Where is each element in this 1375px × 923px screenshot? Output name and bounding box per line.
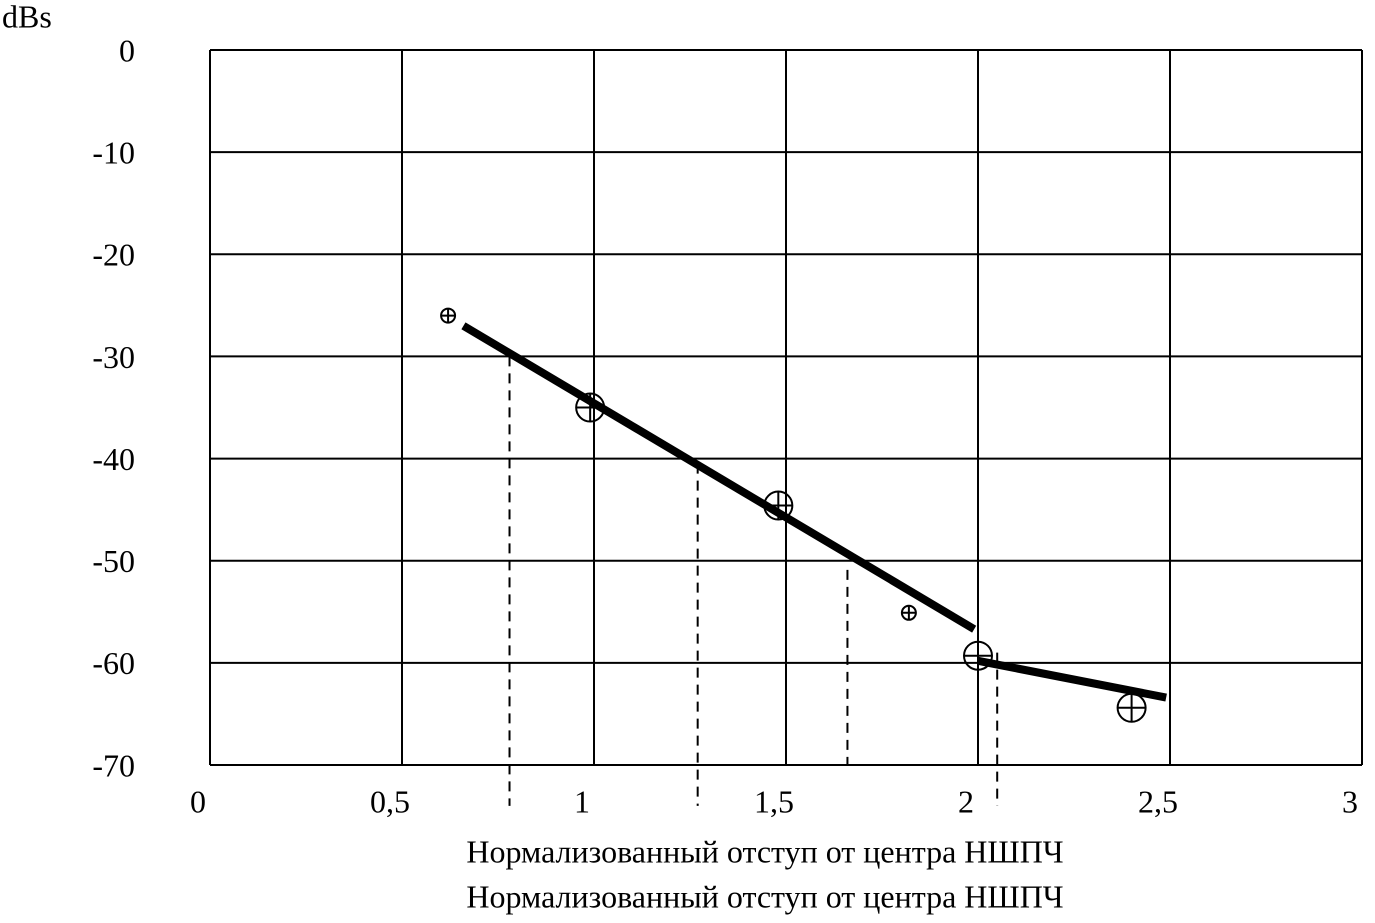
x-tick-label: 2 bbox=[958, 783, 974, 819]
marker-cross bbox=[576, 393, 605, 422]
x-tick-label: 0,5 bbox=[370, 783, 410, 819]
marker bbox=[1116, 692, 1147, 723]
y-tick-label: 0 bbox=[119, 32, 135, 68]
marker bbox=[575, 392, 606, 423]
line bbox=[977, 656, 1167, 702]
y-axis-label: dBs bbox=[2, 0, 52, 34]
marker-cross bbox=[764, 491, 793, 520]
line bbox=[461, 322, 977, 633]
x-axis-label: Нормализованный отступ от центра НШПЧ bbox=[466, 833, 1063, 869]
marker bbox=[900, 604, 917, 621]
x-axis-label: Нормализованный отступ от центра НШПЧ bbox=[466, 878, 1063, 914]
x-tick-label: 2,5 bbox=[1138, 783, 1178, 819]
marker-cross bbox=[901, 605, 916, 620]
x-tick-label: 1,5 bbox=[754, 783, 794, 819]
y-tick-label: -10 bbox=[92, 134, 135, 170]
marker-cross bbox=[441, 308, 456, 323]
marker bbox=[763, 490, 794, 521]
x-tick-label: 0 bbox=[190, 783, 206, 819]
y-tick-label: -20 bbox=[92, 237, 135, 273]
marker bbox=[963, 640, 993, 671]
marker-cross bbox=[964, 641, 992, 670]
y-tick-label: -60 bbox=[92, 645, 135, 681]
x-tick-label: 3 bbox=[1342, 783, 1358, 819]
x-tick-label: 1 bbox=[574, 783, 590, 819]
marker-cross bbox=[1117, 693, 1146, 722]
y-tick-label: -70 bbox=[92, 747, 135, 783]
marker bbox=[440, 307, 457, 324]
y-tick-label: -30 bbox=[92, 339, 135, 375]
y-tick-label: -40 bbox=[92, 441, 135, 477]
y-tick-label: -50 bbox=[92, 543, 135, 579]
